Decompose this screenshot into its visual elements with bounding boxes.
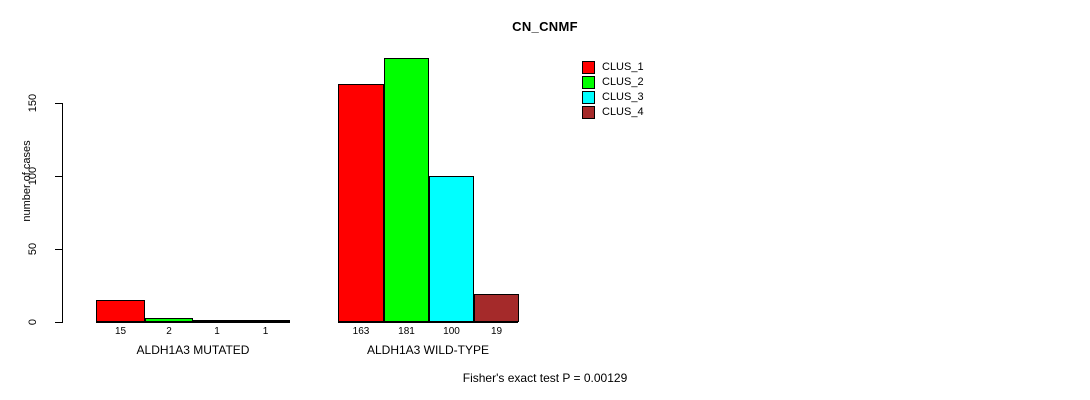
y-tick-0: [55, 322, 62, 323]
statistical-test-annotation: Fisher's exact test P = 0.00129: [462, 371, 628, 385]
bar-value-mutated-clus2: 2: [166, 326, 172, 337]
legend-item-clus1[interactable]: CLUS_1: [582, 60, 644, 74]
chart-legend: CLUS_1 CLUS_2 CLUS_3 CLUS_4: [582, 60, 644, 120]
bar-mutated-clus1[interactable]: [96, 300, 145, 322]
legend-label-clus4: CLUS_4: [602, 105, 644, 118]
bar-value-mutated-clus4: 1: [262, 326, 269, 337]
legend-swatch-icon-clus3: [582, 90, 595, 104]
bar-value-mutated-clus3: 1: [214, 326, 220, 337]
legend-swatch-icon-clus2: [582, 75, 595, 89]
legend-item-clus4[interactable]: CLUS_4: [582, 105, 644, 119]
y-tick-100: [55, 176, 62, 177]
y-tick-label-0: 0: [27, 318, 39, 326]
group2-baseline: [338, 321, 518, 323]
bar-mutated-clus3[interactable]: [193, 320, 241, 322]
legend-swatch-icon-clus4: [582, 105, 595, 119]
y-tick-50: [55, 249, 62, 250]
bar-wildtype-clus3[interactable]: [429, 176, 474, 322]
y-axis-label: number of cases: [21, 140, 33, 222]
legend-label-clus1: CLUS_1: [602, 60, 644, 73]
chart-title: CN_CNMF: [512, 19, 578, 34]
legend-swatch-icon-clus1: [582, 60, 595, 74]
bar-mutated-clus2[interactable]: [145, 318, 193, 322]
group1-baseline: [96, 321, 290, 323]
bar-mutated-clus4[interactable]: [241, 320, 290, 322]
legend-item-clus3[interactable]: CLUS_3: [582, 90, 644, 104]
bar-wildtype-clus1[interactable]: [338, 84, 384, 322]
group-label-wildtype: ALDH1A3 WILD-TYPE: [366, 343, 490, 357]
y-tick-150: [55, 103, 62, 104]
bar-value-wildtype-clus3: 100: [443, 326, 460, 337]
bar-wildtype-clus2[interactable]: [384, 58, 429, 322]
bar-value-mutated-clus1: 15: [114, 326, 127, 337]
bar-value-wildtype-clus1: 163: [352, 326, 370, 337]
bar-wildtype-clus4[interactable]: [474, 294, 519, 322]
bar-value-wildtype-clus2: 181: [398, 326, 415, 337]
bar-value-wildtype-clus4: 19: [490, 326, 503, 337]
legend-label-clus2: CLUS_2: [602, 75, 644, 88]
legend-label-clus3: CLUS_3: [602, 90, 644, 103]
y-axis-line: [62, 103, 63, 323]
legend-item-clus2[interactable]: CLUS_2: [582, 75, 644, 89]
group-label-mutated: ALDH1A3 MUTATED: [136, 343, 250, 357]
